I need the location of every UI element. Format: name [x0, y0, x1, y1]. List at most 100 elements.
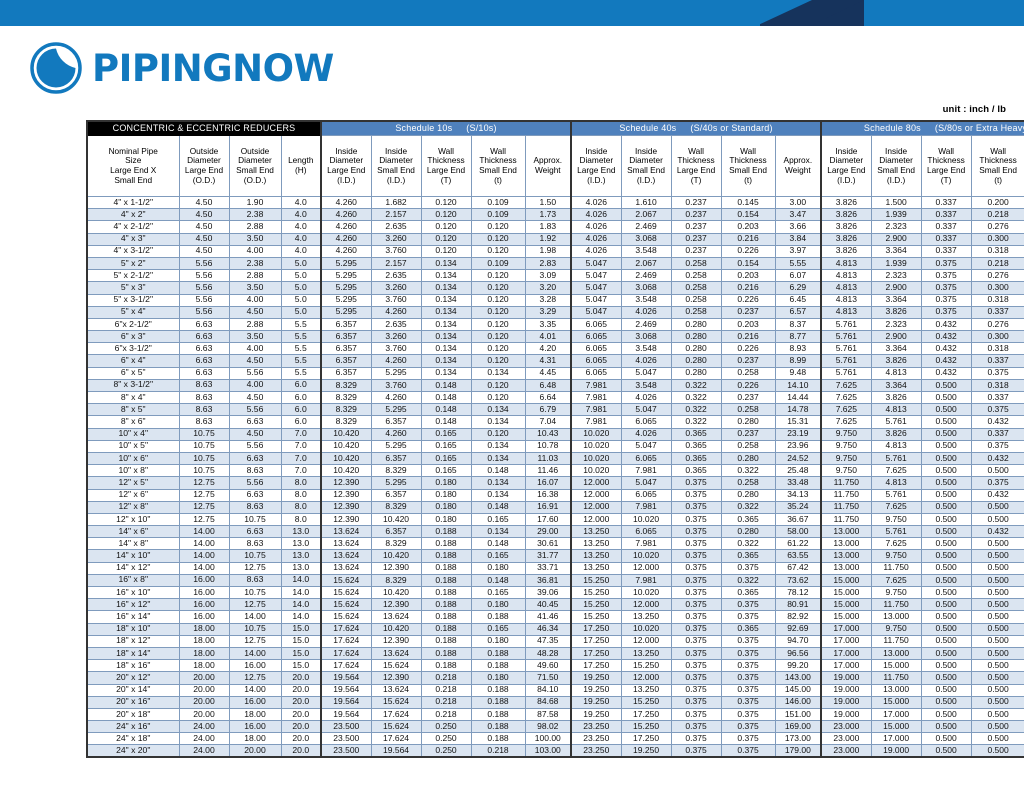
table-cell: 0.258: [670, 293, 722, 307]
cell-nominal-pipe-size: 6"x 3-1/2": [86, 342, 180, 356]
column-header-3: Length (H): [280, 135, 322, 197]
table-cell: 0.188: [470, 646, 526, 661]
table-cell: 151.00: [774, 707, 822, 722]
cell-nominal-pipe-size: 18" x 10": [86, 622, 180, 636]
table-cell: 96.56: [774, 646, 822, 661]
table-cell: 6.065: [570, 330, 622, 344]
cell-nominal-pipe-size: 10" x 4": [86, 427, 180, 441]
table-cell: 0.237: [670, 208, 722, 222]
table-cell: 5.5: [280, 354, 322, 368]
table-cell: 7.0: [280, 427, 322, 441]
table-cell: 0.375: [670, 585, 722, 600]
table-cell: 0.120: [420, 220, 472, 234]
table-cell: 4.813: [820, 281, 872, 295]
table-cell: 0.148: [420, 403, 472, 417]
table-cell: 3.364: [870, 244, 922, 258]
table-cell: 0.375: [920, 256, 972, 271]
table-cell: 0.188: [420, 525, 472, 539]
table-cell: 4.260: [370, 305, 422, 319]
column-header-line: (t): [494, 174, 502, 185]
table-cell: 9.750: [820, 427, 872, 441]
table-cell: 13.250: [570, 537, 622, 551]
table-cell: 6.63: [178, 366, 230, 380]
table-cell: 14.00: [178, 549, 230, 563]
table-cell: 5.761: [870, 525, 922, 539]
table-cell: 0.134: [420, 269, 472, 283]
table-row: 18" x 10" 18.00 10.75 15.0 17.624 10.420 0.188…: [86, 622, 1024, 636]
table-cell: 3.00: [774, 195, 822, 210]
table-cell: 2.635: [370, 220, 422, 234]
table-cell: 3.826: [870, 427, 922, 441]
table-cell: 10.75: [178, 439, 230, 453]
table-cell: 3.826: [820, 195, 872, 210]
column-header-line: Wall: [990, 145, 1007, 156]
table-cell: 0.375: [670, 720, 722, 734]
column-header-line: Thickness: [729, 155, 767, 166]
table-cell: 58.00: [774, 525, 822, 539]
table-cell: 4.813: [870, 476, 922, 490]
table-cell: 4.50: [178, 208, 230, 222]
table-cell: 0.500: [920, 720, 972, 734]
table-cell: 0.500: [920, 427, 972, 441]
table-cell: 0.237: [720, 354, 776, 368]
table-cell: 0.500: [920, 744, 972, 758]
column-header-line: Large End: [676, 165, 716, 175]
table-cell: 10.420: [370, 549, 422, 563]
table-cell: 4.20: [524, 342, 572, 356]
table-cell: 4.260: [320, 208, 372, 222]
table-cell: 5.295: [370, 439, 422, 453]
table-row: 10" x 6" 10.75 6.63 7.0 10.420 6.357 0.165 0.13…: [86, 451, 1024, 466]
table-cell: 0.180: [470, 634, 526, 648]
table-cell: 12.000: [570, 500, 622, 514]
table-cell: 0.280: [670, 317, 722, 332]
table-cell: 11.750: [870, 634, 922, 648]
table-cell: 39.06: [524, 585, 572, 600]
table-cell: 0.165: [470, 512, 526, 527]
table-cell: 4.00: [228, 378, 282, 393]
table-cell: 6.63: [228, 488, 282, 502]
cell-nominal-pipe-size: 4" x 3": [86, 232, 180, 246]
table-cell: 4.813: [870, 403, 922, 417]
table-cell: 4.026: [620, 390, 672, 405]
table-cell: 3.068: [620, 281, 672, 295]
table-cell: 4.026: [570, 195, 622, 210]
table-cell: 17.000: [820, 634, 872, 648]
table-cell: 0.134: [470, 488, 526, 502]
table-cell: 33.48: [774, 476, 822, 490]
table-cell: 12.390: [370, 598, 422, 612]
table-cell: 5.5: [280, 366, 322, 380]
column-header-line: (I.D.): [837, 174, 856, 185]
table-cell: 0.188: [470, 720, 526, 734]
table-cell: 61.22: [774, 537, 822, 551]
table-cell: 0.318: [970, 293, 1024, 307]
table-cell: 8.329: [320, 390, 372, 405]
table-cell: 49.60: [524, 659, 572, 673]
table-cell: 23.96: [774, 439, 822, 453]
brand-logo[interactable]: PIPINGNOW: [30, 42, 334, 94]
column-header-line: Large End: [327, 165, 366, 175]
cell-nominal-pipe-size: 12" x 10": [86, 512, 180, 527]
table-cell: 3.068: [620, 232, 672, 246]
table-cell: 0.218: [970, 256, 1024, 271]
table-row: 6" x 3" 6.63 3.50 5.5 6.357 3.260 0.134 0.120 4.…: [86, 330, 1024, 344]
table-cell: 0.134: [470, 415, 526, 429]
column-header-line: Diameter: [329, 155, 364, 166]
column-header-line: Inside: [634, 145, 658, 156]
schedule-80s-qualifier: (S/80s or Extra Heavy): [934, 123, 1024, 134]
table-cell: 5.5: [280, 317, 322, 332]
table-cell: 4.0: [280, 232, 322, 246]
table-cell: 0.120: [470, 220, 526, 234]
table-row: 12" x 8" 12.75 8.63 8.0 12.390 8.329 0.180 0.14…: [86, 500, 1024, 514]
table-cell: 0.188: [470, 732, 526, 746]
group-title-reducers: CONCENTRIC & ECCENTRIC REDUCERS: [86, 120, 322, 136]
column-header-line: (T): [440, 174, 452, 185]
table-cell: 5.295: [320, 305, 372, 319]
table-cell: 20.0: [280, 683, 322, 697]
table-cell: 3.826: [870, 390, 922, 405]
table-cell: 4.45: [524, 366, 572, 380]
table-cell: 0.258: [670, 256, 722, 271]
cell-nominal-pipe-size: 5" x 4": [86, 305, 180, 319]
table-cell: 0.375: [670, 610, 722, 624]
table-cell: 16.00: [178, 573, 230, 588]
table-cell: 8.329: [370, 464, 422, 478]
